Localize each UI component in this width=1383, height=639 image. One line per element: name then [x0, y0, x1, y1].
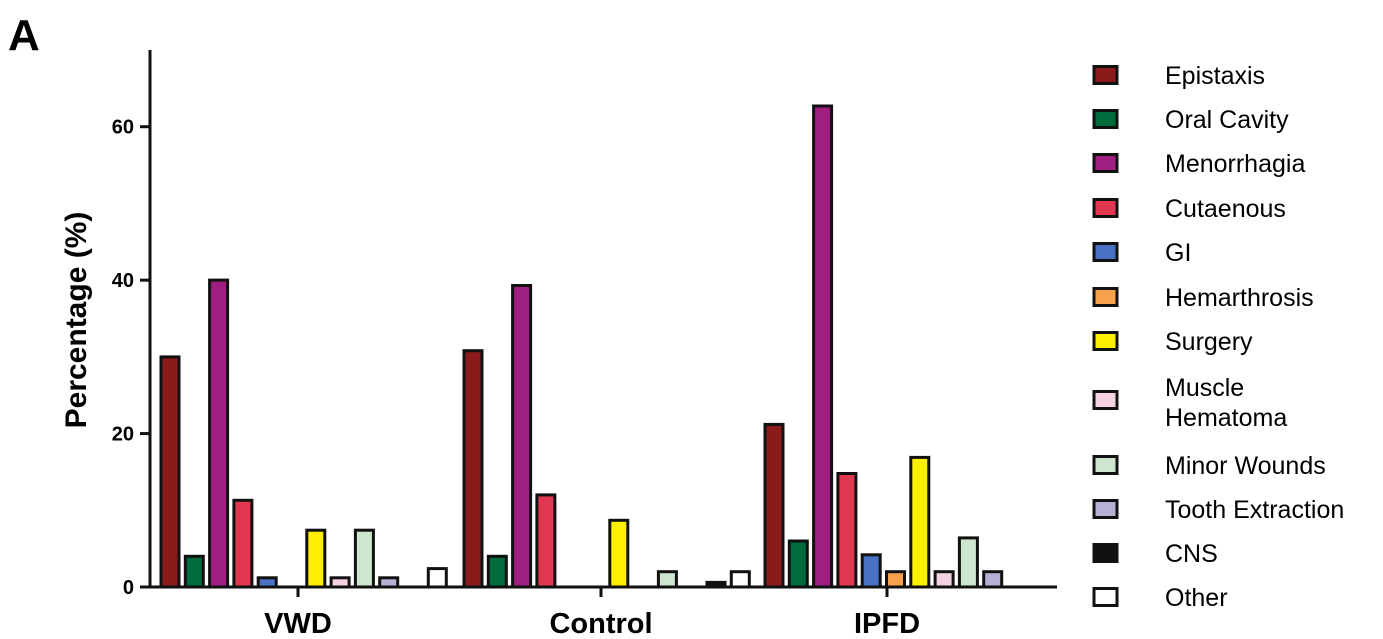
bar-ipfd-epistaxis — [763, 422, 785, 589]
legend-swatch-epistaxis — [1092, 65, 1119, 85]
bar-ipfd-minor-wounds — [957, 536, 979, 589]
bar-control-other — [729, 570, 751, 589]
bar-ipfd-cutaenous — [836, 472, 858, 589]
bar-control-surgery — [608, 518, 630, 589]
legend-label-muscle-hematoma: Muscle Hematoma — [1165, 374, 1287, 432]
legend-swatch-other — [1092, 587, 1119, 607]
legend-label-cutaenous: Cutaenous — [1165, 195, 1286, 223]
bar-vwd-oral-cavity — [183, 554, 205, 589]
legend-swatch-oral-cavity — [1092, 109, 1119, 129]
bar-ipfd-surgery — [909, 455, 931, 589]
legend-swatch-minor-wounds — [1092, 455, 1119, 475]
bar-vwd-epistaxis — [159, 355, 181, 589]
legend-swatch-hemarthrosis — [1092, 287, 1119, 307]
y-tick-label-0: 0 — [123, 577, 134, 599]
bar-vwd-other — [426, 567, 448, 589]
bar-ipfd-hemarthrosis — [885, 570, 906, 589]
legend-label-other: Other — [1165, 584, 1228, 612]
legend-swatch-muscle-hematoma — [1092, 390, 1119, 410]
y-tick-label-20: 20 — [112, 424, 134, 446]
legend-swatch-cns — [1092, 543, 1119, 563]
bars-group — [159, 104, 1004, 589]
bar-ipfd-gi — [860, 553, 882, 589]
legend-label-tooth-extraction: Tooth Extraction — [1165, 496, 1344, 524]
x-category-label-control: Control — [549, 608, 652, 639]
legend-label-hemarthrosis: Hemarthrosis — [1165, 284, 1314, 312]
legend-label-menorrhagia: Menorrhagia — [1165, 150, 1305, 178]
legend-swatch-cutaenous — [1092, 198, 1119, 218]
legend-label-minor-wounds: Minor Wounds — [1165, 452, 1326, 480]
legend-swatch-surgery — [1092, 331, 1119, 351]
bar-control-minor-wounds — [656, 570, 678, 589]
bar-control-oral-cavity — [486, 554, 508, 589]
x-category-label-vwd: VWD — [264, 608, 332, 639]
legend-swatch-tooth-extraction — [1092, 499, 1119, 519]
bar-vwd-cutaenous — [232, 498, 254, 589]
axes-group: 0 20 40 60 VWD Control IPFD — [112, 50, 1057, 639]
bar-control-epistaxis — [462, 349, 484, 589]
y-tick-label-40: 40 — [112, 270, 134, 292]
legend-label-surgery: Surgery — [1165, 328, 1253, 356]
legend-label-cns: CNS — [1165, 540, 1218, 568]
y-axis-label: Percentage (%) — [60, 212, 93, 429]
panel-label: A — [8, 11, 40, 60]
legend-swatch-gi — [1092, 242, 1119, 262]
bar-ipfd-oral-cavity — [787, 539, 809, 589]
bar-vwd-minor-wounds — [353, 528, 375, 589]
legend-label-gi: GI — [1165, 239, 1191, 267]
bar-ipfd-menorrhagia — [812, 104, 834, 589]
bar-vwd-surgery — [305, 528, 327, 589]
bar-vwd-menorrhagia — [208, 278, 230, 589]
bar-ipfd-tooth-extraction — [982, 570, 1004, 589]
legend-label-epistaxis: Epistaxis — [1165, 62, 1265, 90]
legend-swatch-menorrhagia — [1092, 153, 1119, 173]
y-tick-label-60: 60 — [112, 117, 134, 139]
legend: Epistaxis Oral Cavity Menorrhagia Cutaenous… — [1092, 62, 1344, 612]
bar-control-menorrhagia — [511, 284, 533, 589]
legend-label-oral-cavity: Oral Cavity — [1165, 106, 1289, 134]
bar-control-cutaenous — [535, 493, 557, 589]
bar-ipfd-muscle-hematoma — [933, 570, 955, 589]
x-category-label-ipfd: IPFD — [854, 608, 920, 639]
